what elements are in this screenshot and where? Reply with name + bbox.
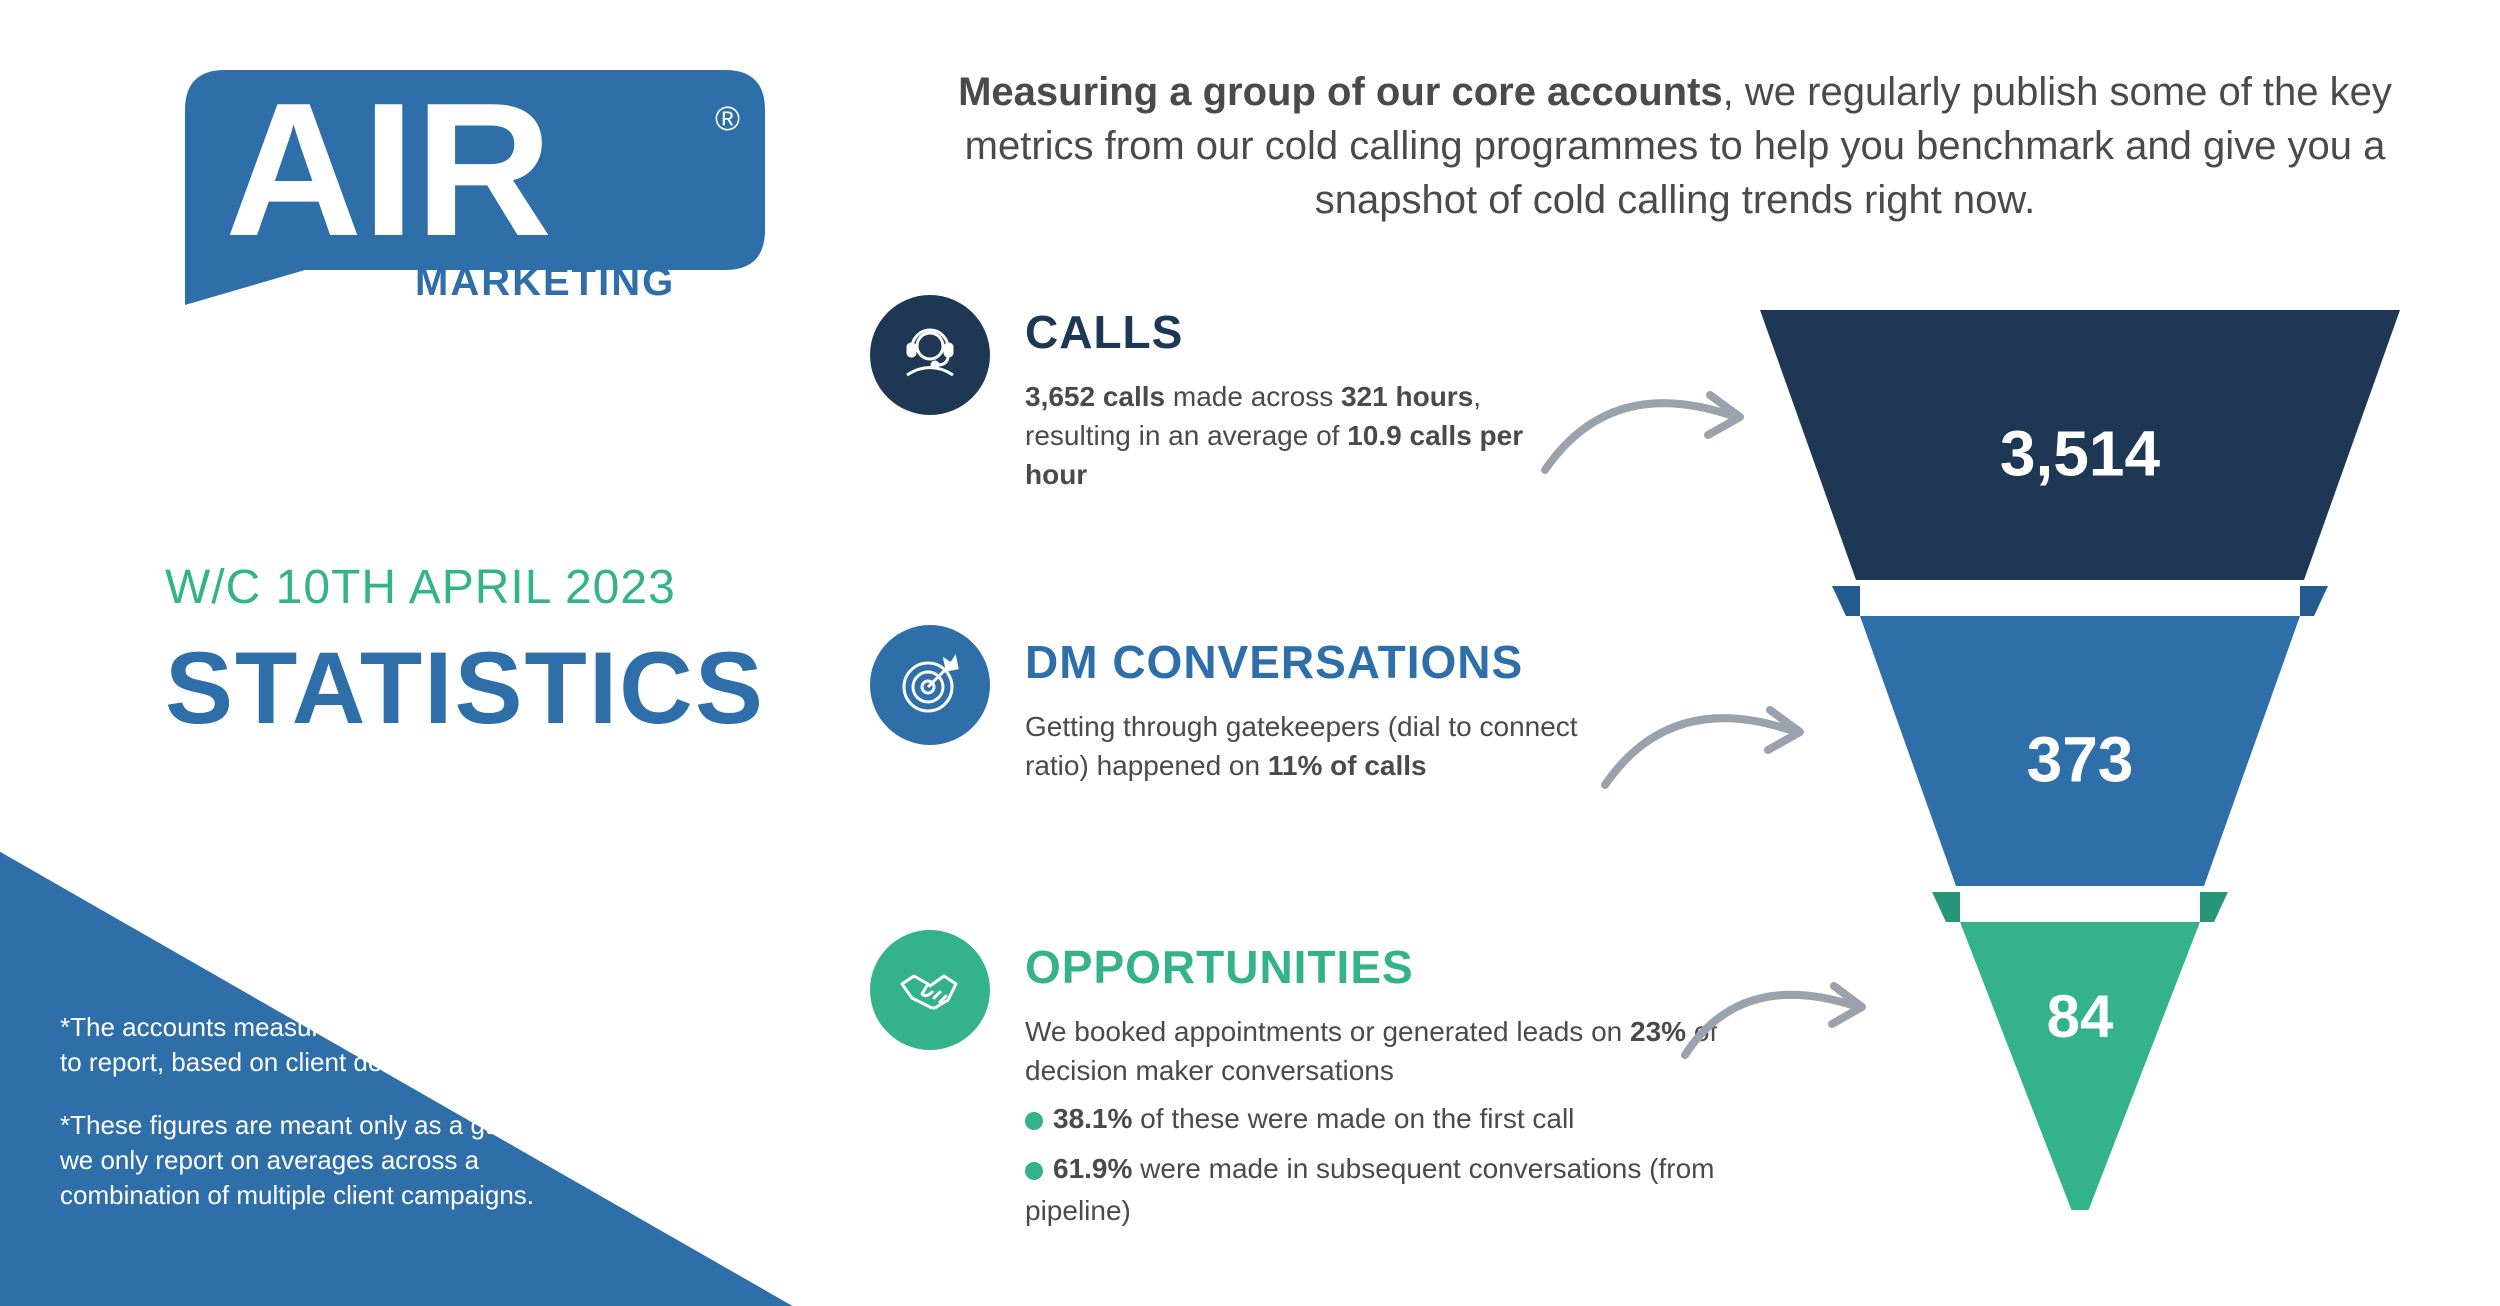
- bullet-dot-icon: [1025, 1162, 1043, 1180]
- funnel-fold: [2300, 586, 2328, 616]
- funnel-fold: [2200, 892, 2228, 922]
- disclaimer-line: *The accounts measured may vary from rep…: [60, 1010, 620, 1080]
- metric-title: OPPORTUNITIES: [1025, 940, 1750, 994]
- headset-icon: [870, 295, 990, 415]
- metric-title: DM CONVERSATIONS: [1025, 635, 1590, 689]
- metric-bullet: 38.1% of these were made on the first ca…: [1025, 1098, 1750, 1140]
- brand-subtitle: MARKETING: [415, 260, 675, 305]
- date-line: W/C 10TH APRIL 2023: [165, 560, 676, 615]
- metric-calls: CALLS 3,652 calls made across 321 hours,…: [870, 295, 1590, 495]
- funnel-fold: [1832, 586, 1860, 616]
- intro-lead: Measuring a group of our core accounts: [958, 70, 1723, 114]
- metric-body: 3,652 calls made across 321 hours, resul…: [1025, 377, 1590, 495]
- funnel-value: 3,514: [2000, 417, 2161, 489]
- page-title: STATISTICS: [165, 630, 765, 747]
- intro-text: Measuring a group of our core accounts, …: [925, 65, 2425, 227]
- funnel-value: 84: [2047, 983, 2114, 1050]
- metric-body: We booked appointments or generated lead…: [1025, 1012, 1750, 1090]
- funnel-fold: [1932, 892, 1960, 922]
- handshake-icon: [870, 930, 990, 1050]
- metric-opportunities: OPPORTUNITIES We booked appointments or …: [870, 930, 1750, 1232]
- arrow-icon: [1540, 375, 1760, 485]
- infographic-root: AIR ® MARKETING W/C 10TH APRIL 2023 STAT…: [0, 0, 2500, 1306]
- funnel-value: 373: [2027, 723, 2134, 795]
- bullet-dot-icon: [1025, 1112, 1043, 1130]
- logo-text: AIR: [225, 64, 552, 276]
- funnel-stage: [1960, 922, 2200, 1210]
- disclaimer-line: *These figures are meant only as a guide…: [60, 1108, 620, 1213]
- metric-body: Getting through gatekeepers (dial to con…: [1025, 707, 1590, 785]
- target-icon: [870, 625, 990, 745]
- registered-mark: ®: [715, 100, 740, 138]
- metric-bullet: 61.9% were made in subsequent conversati…: [1025, 1148, 1750, 1232]
- funnel-chart: 3,514 373 84: [1760, 280, 2400, 1210]
- metric-dm: DM CONVERSATIONS Getting through gatekee…: [870, 625, 1590, 785]
- metric-title: CALLS: [1025, 305, 1590, 359]
- disclaimers: *The accounts measured may vary from rep…: [60, 1010, 620, 1241]
